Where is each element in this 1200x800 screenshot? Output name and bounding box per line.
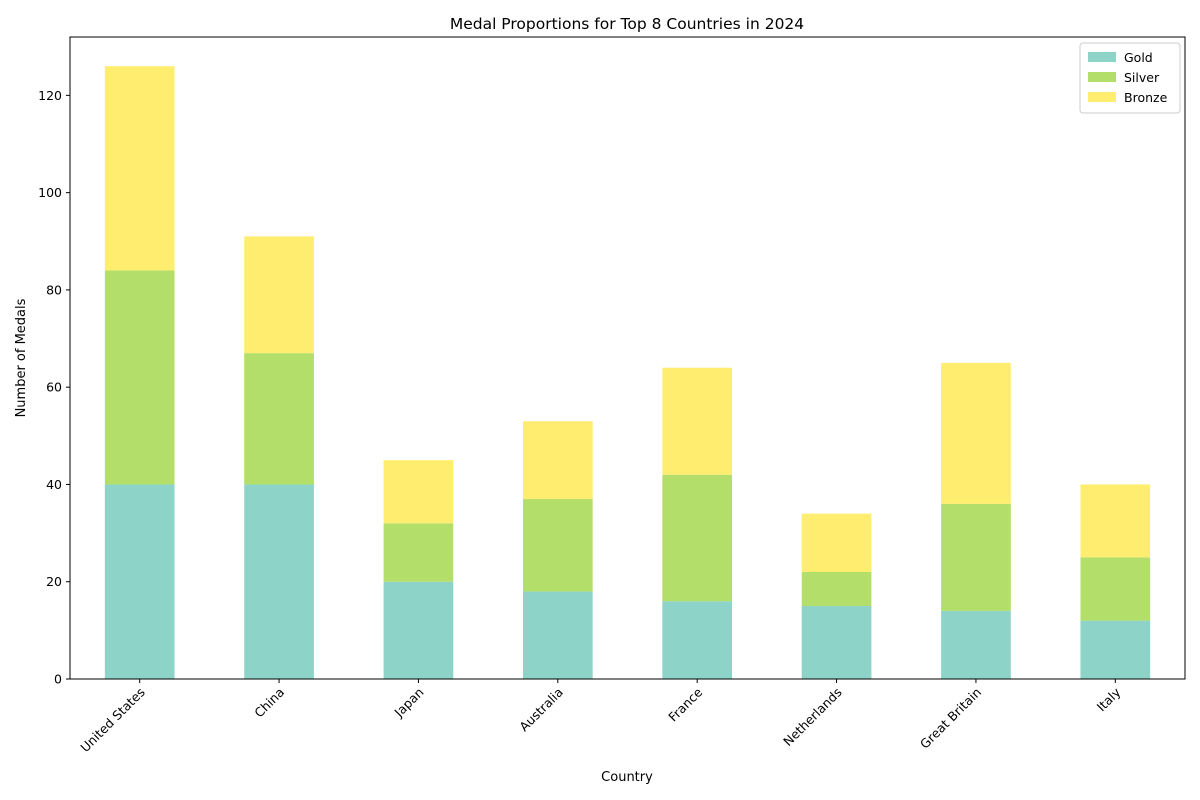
- bar-silver-australia: [522, 499, 593, 592]
- bar-gold-australia: [522, 591, 593, 679]
- x-axis-ticks: United States China Japan Australia France Ne…: [77, 679, 1124, 755]
- y-axis-ticks: 0 20 40 60 80 100 120: [38, 88, 70, 687]
- legend-label-bronze: Bronze: [1124, 90, 1168, 105]
- x-tick-label: Australia: [516, 685, 566, 735]
- y-tick-label: 0: [54, 672, 62, 687]
- y-axis-label: Number of Medals: [14, 298, 29, 417]
- x-tick-label: China: [251, 685, 287, 721]
- bars-group: [104, 66, 1151, 679]
- bar-gold-japan: [383, 581, 454, 679]
- legend-label-gold: Gold: [1124, 50, 1153, 65]
- x-tick-label: Italy: [1094, 684, 1124, 714]
- x-axis-label: Country: [601, 770, 653, 785]
- bar-gold-china: [244, 484, 314, 679]
- bar-silver-united-states: [104, 270, 175, 485]
- bar-bronze-italy: [1080, 484, 1151, 558]
- bar-bronze-netherlands: [801, 513, 872, 572]
- bar-bronze-france: [662, 367, 733, 475]
- bar-gold-italy: [1080, 620, 1151, 679]
- plot-frame: [69, 36, 1186, 680]
- bar-silver-china: [244, 353, 314, 485]
- legend: Gold Silver Bronze: [1079, 42, 1181, 114]
- bar-silver-netherlands: [801, 572, 872, 607]
- bar-silver-japan: [383, 523, 454, 582]
- legend-swatch-silver: [1088, 72, 1116, 82]
- legend-label-silver: Silver: [1124, 70, 1160, 85]
- chart-title: Medal Proportions for Top 8 Countries in…: [450, 15, 804, 33]
- legend-swatch-bronze: [1088, 92, 1116, 102]
- y-tick-label: 80: [46, 282, 62, 297]
- bar-silver-italy: [1080, 557, 1151, 621]
- x-tick-label: Japan: [391, 685, 427, 721]
- bar-bronze-japan: [383, 460, 454, 524]
- x-tick-label: United States: [77, 685, 147, 755]
- bar-bronze-china: [244, 236, 314, 354]
- bar-silver-great-britain: [941, 503, 1011, 611]
- bar-gold-united-states: [104, 484, 175, 679]
- bar-gold-france: [662, 601, 733, 679]
- bar-gold-great-britain: [941, 610, 1011, 679]
- x-tick-label: Netherlands: [780, 685, 844, 749]
- y-tick-label: 20: [46, 574, 62, 589]
- legend-swatch-gold: [1088, 52, 1116, 62]
- bar-bronze-australia: [522, 421, 593, 500]
- y-tick-label: 60: [46, 380, 62, 395]
- bar-bronze-great-britain: [941, 362, 1011, 504]
- bar-silver-france: [662, 474, 733, 602]
- x-tick-label: Great Britain: [917, 685, 984, 752]
- x-tick-label: France: [665, 684, 705, 724]
- bar-bronze-united-states: [104, 66, 175, 271]
- y-tick-label: 40: [46, 477, 62, 492]
- y-tick-label: 100: [38, 185, 62, 200]
- bar-gold-netherlands: [801, 606, 872, 679]
- y-tick-label: 120: [38, 88, 62, 103]
